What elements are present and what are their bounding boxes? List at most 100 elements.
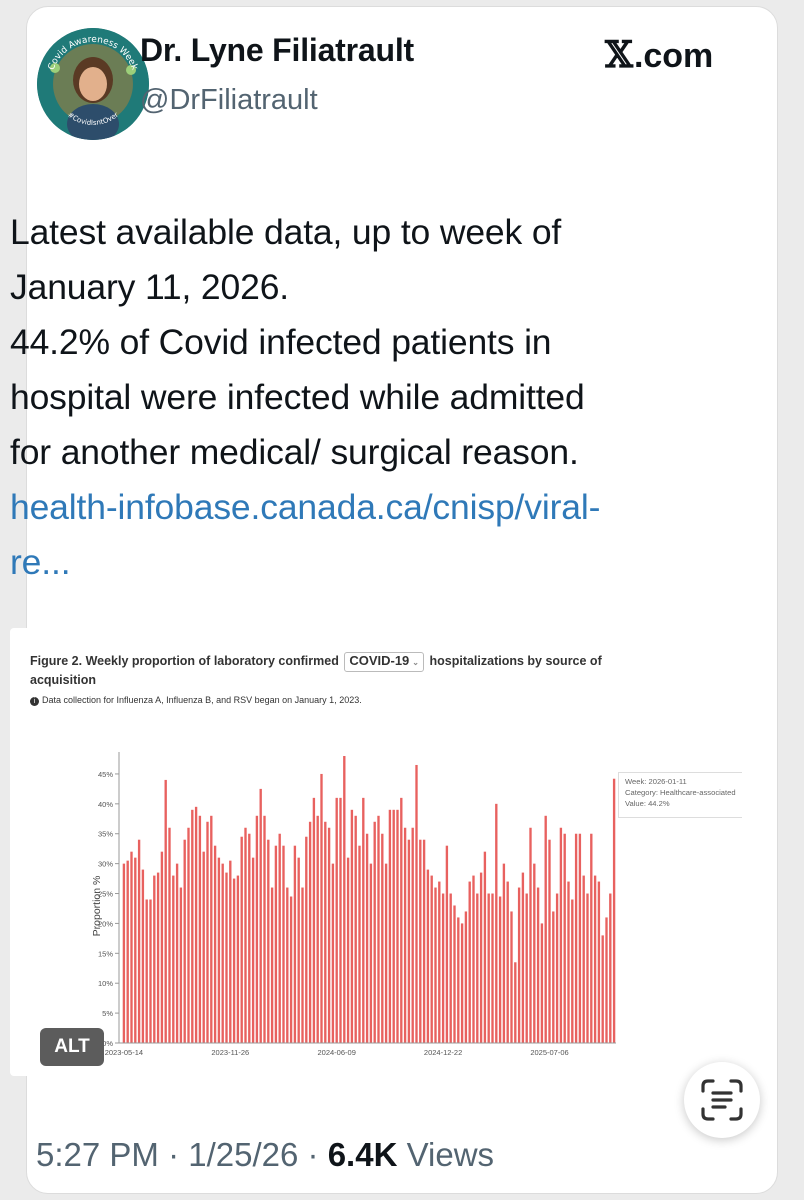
chart-bar[interactable]	[491, 893, 494, 1043]
chart-bar[interactable]	[502, 863, 506, 1044]
chart-bar[interactable]	[468, 881, 471, 1043]
chart-bar[interactable]	[460, 923, 464, 1043]
chart-bar[interactable]	[544, 815, 547, 1043]
chart-bar[interactable]	[244, 827, 247, 1043]
chart-bar[interactable]	[571, 899, 574, 1044]
chart-bar[interactable]	[202, 851, 205, 1043]
chart-bar[interactable]	[498, 896, 502, 1043]
chart-bar[interactable]	[563, 833, 566, 1043]
chart-bar[interactable]	[179, 887, 183, 1043]
chart-bar[interactable]	[232, 878, 236, 1043]
chart-bar[interactable]	[388, 809, 392, 1043]
chart-bar[interactable]	[172, 875, 175, 1043]
chart-bar[interactable]	[354, 815, 357, 1043]
chart-bar[interactable]	[225, 872, 228, 1043]
chart-bar[interactable]	[206, 821, 209, 1043]
tweet-media-image[interactable]: Figure 2. Weekly proportion of laborator…	[10, 628, 742, 1076]
chart-bar[interactable]	[320, 773, 323, 1043]
chart-bar[interactable]	[137, 839, 141, 1043]
chart-bar[interactable]	[236, 875, 240, 1043]
chart-bar[interactable]	[327, 827, 331, 1043]
chart-bar[interactable]	[403, 827, 407, 1043]
chart-bar[interactable]	[156, 872, 160, 1043]
chart-bar[interactable]	[141, 869, 145, 1043]
chart-bar[interactable]	[339, 797, 342, 1043]
chart-bar[interactable]	[381, 833, 384, 1043]
chart-bar[interactable]	[130, 851, 133, 1043]
chart-bar[interactable]	[552, 911, 555, 1043]
chart-bar[interactable]	[392, 809, 395, 1043]
chart-bar[interactable]	[145, 899, 148, 1044]
chart-bar[interactable]	[324, 821, 327, 1043]
chart-bar[interactable]	[168, 827, 171, 1043]
chart-bar[interactable]	[263, 815, 266, 1043]
chart-bar[interactable]	[213, 845, 217, 1043]
chart-bar[interactable]	[153, 875, 156, 1043]
chart-bar[interactable]	[540, 923, 544, 1043]
chart-bar[interactable]	[510, 911, 513, 1043]
chart-bar[interactable]	[422, 839, 426, 1043]
user-handle[interactable]: @DrFiliatrault	[140, 84, 318, 116]
chart-bar[interactable]	[369, 863, 373, 1044]
chart-bar[interactable]	[126, 860, 129, 1043]
chart-bar[interactable]	[609, 893, 612, 1043]
chart-bar[interactable]	[533, 863, 536, 1044]
chart-bar[interactable]	[365, 833, 369, 1043]
chart-bar[interactable]	[445, 845, 449, 1043]
avatar[interactable]: Covid Awareness Week #CovidIsntOver	[37, 28, 149, 140]
chart-bar[interactable]	[525, 893, 528, 1043]
chart-bar[interactable]	[384, 863, 388, 1044]
chart-bar[interactable]	[282, 845, 285, 1043]
chart-bar[interactable]	[194, 806, 198, 1043]
chart-bar[interactable]	[407, 839, 411, 1043]
chart-bar[interactable]	[297, 857, 300, 1043]
chart-bar[interactable]	[343, 756, 346, 1043]
chart-bar[interactable]	[411, 827, 414, 1043]
chart-bar[interactable]	[358, 845, 361, 1043]
chart-bar[interactable]	[362, 797, 365, 1043]
chart-bar[interactable]	[449, 893, 452, 1043]
chart-bar[interactable]	[590, 833, 593, 1043]
chart-bar[interactable]	[187, 827, 190, 1043]
chart-bar[interactable]	[331, 863, 335, 1044]
chart-bar[interactable]	[350, 809, 354, 1043]
chart-bar[interactable]	[134, 857, 137, 1043]
alt-text-badge[interactable]: ALT	[40, 1028, 104, 1066]
chart-bar[interactable]	[529, 827, 532, 1043]
chart-bar[interactable]	[248, 833, 251, 1043]
chart-bar[interactable]	[495, 803, 498, 1043]
chart-bar[interactable]	[574, 833, 578, 1043]
display-name[interactable]: Dr. Lyne Filiatrault	[140, 32, 414, 68]
chart-bar[interactable]	[160, 851, 164, 1043]
chart-bar[interactable]	[286, 887, 289, 1043]
chart-bar[interactable]	[415, 764, 418, 1043]
chart-bar[interactable]	[601, 935, 604, 1044]
chart-bar[interactable]	[164, 779, 167, 1043]
chart-bar[interactable]	[419, 839, 422, 1043]
chart-bar[interactable]	[183, 839, 186, 1043]
chart-bar[interactable]	[453, 905, 456, 1043]
chart-bar[interactable]	[605, 917, 608, 1043]
chart-bar[interactable]	[582, 875, 585, 1043]
chart-bar[interactable]	[229, 860, 232, 1043]
chart-bar[interactable]	[274, 845, 278, 1043]
chart-bar[interactable]	[316, 815, 319, 1043]
tweet-link-continued[interactable]: re...	[10, 542, 71, 582]
tweet-link[interactable]: health-infobase.canada.ca/cnisp/viral-	[10, 487, 601, 527]
chart-bar[interactable]	[479, 872, 483, 1043]
chart-bar[interactable]	[567, 881, 570, 1043]
chart-bar[interactable]	[400, 797, 403, 1043]
chart-bar[interactable]	[335, 797, 338, 1043]
chart-bar[interactable]	[122, 863, 126, 1044]
chart-bar[interactable]	[464, 911, 468, 1043]
chart-bar[interactable]	[536, 887, 540, 1043]
chart-bar[interactable]	[506, 881, 509, 1043]
chart-bar[interactable]	[255, 815, 259, 1043]
chart-bar[interactable]	[270, 887, 274, 1043]
chart-bar[interactable]	[559, 827, 563, 1043]
chart-bar[interactable]	[555, 893, 559, 1043]
chart-bar[interactable]	[548, 839, 551, 1043]
chart-bar[interactable]	[149, 899, 152, 1044]
chart-bar[interactable]	[308, 821, 312, 1043]
chart-bar[interactable]	[217, 857, 221, 1043]
